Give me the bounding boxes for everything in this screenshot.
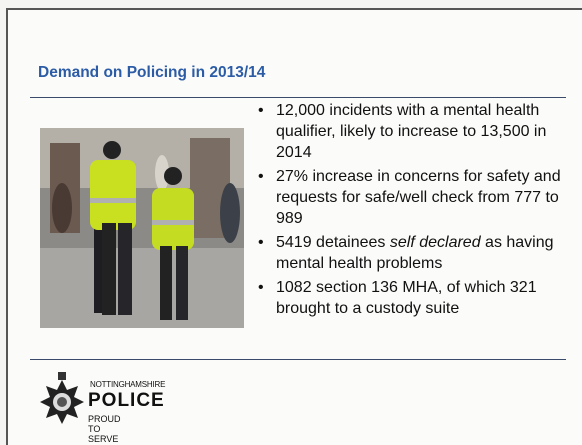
- logo-motto: PROUD TO SERVE: [88, 414, 121, 444]
- bullet-emphasis: self declared: [390, 234, 481, 251]
- title-rule: [30, 97, 566, 98]
- police-logo: NOTTINGHAMSHIRE POLICE PROUD TO SERVE: [38, 372, 86, 433]
- page: Demand on Policing in 2013/14 12,000 inc…: [0, 0, 582, 443]
- bullet: 27% increase in concerns for safety and …: [256, 166, 568, 229]
- bullet-text: 1082 section 136 MHA, of which 321 broug…: [276, 279, 537, 317]
- logo-county: NOTTINGHAMSHIRE: [90, 380, 165, 389]
- bullet: 12,000 incidents with a mental health qu…: [256, 100, 568, 163]
- bullet-text: 5419 detainees: [276, 234, 390, 251]
- logo-name: POLICE: [88, 390, 165, 412]
- bullet-list: 12,000 incidents with a mental health qu…: [256, 100, 568, 322]
- logo-badge: [38, 372, 86, 428]
- bullet-text: 27% increase in concerns for safety and …: [276, 168, 561, 227]
- bullet-text: 12,000 incidents with a mental health qu…: [276, 102, 546, 161]
- bullet: 5419 detainees self declared as having m…: [256, 232, 568, 274]
- bullet: 1082 section 136 MHA, of which 321 broug…: [256, 277, 568, 319]
- photo: [40, 128, 244, 328]
- slide-title: Demand on Policing in 2013/14: [38, 64, 265, 82]
- footer-rule: [30, 359, 566, 360]
